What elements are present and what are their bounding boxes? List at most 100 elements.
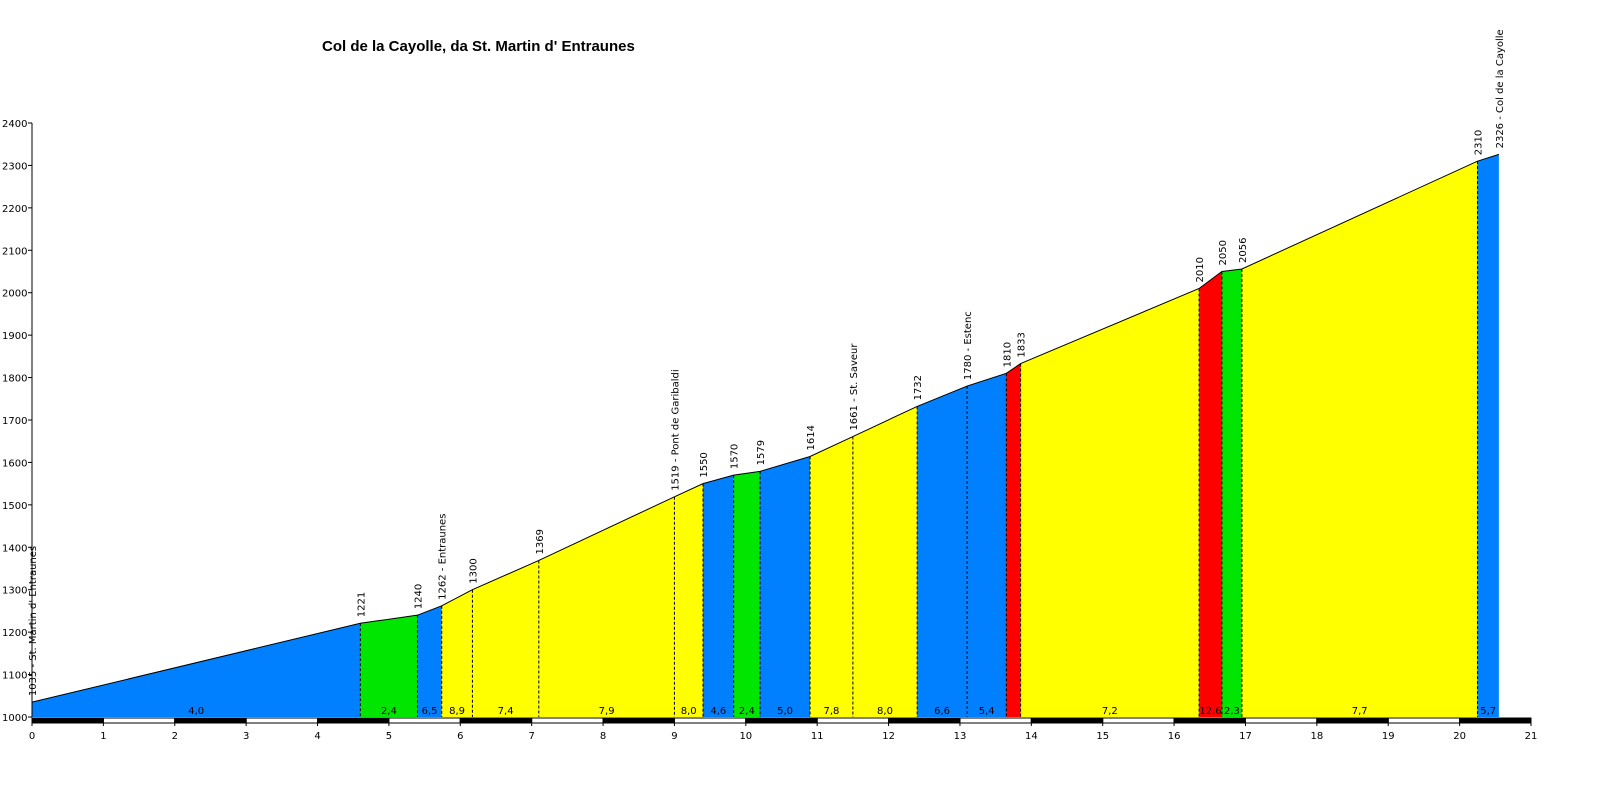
- segment-dividers: [359, 161, 1478, 717]
- x-tick-label: 6: [457, 731, 463, 742]
- altitude-label: 1240: [413, 584, 424, 609]
- km-bar-stripe: [888, 717, 961, 724]
- chart-title: Col de la Cayolle, da St. Martin d' Entr…: [322, 38, 635, 55]
- grade-label: 8,0: [681, 706, 697, 717]
- x-tick-label: 16: [1168, 731, 1181, 742]
- km-bar-stripe: [602, 717, 675, 724]
- altitude-label: 2326 - Col de la Cayolle: [1495, 29, 1506, 148]
- altitude-label: 1550: [699, 452, 710, 477]
- profile-segments: [32, 154, 1499, 717]
- y-tick-label: 2200: [2, 204, 27, 215]
- segment-area-15: [1006, 363, 1021, 717]
- x-tick-label: 8: [600, 731, 606, 742]
- segment-area-1: [32, 623, 361, 717]
- km-bar-stripe: [1030, 717, 1104, 724]
- y-tick-label: 1000: [2, 713, 27, 724]
- segment-area-8: [702, 475, 734, 717]
- x-tick-label: 5: [386, 731, 392, 742]
- grade-label: 7,4: [498, 706, 514, 717]
- x-tick-label: 11: [811, 731, 824, 742]
- grade-labels: 4,0 2,4 6,5 8,9 7,4 7,9 8,0 4,6 2,4 5,0 7,8 8,0 6,6 5…: [188, 706, 1496, 717]
- grade-label: 2,4: [381, 706, 397, 717]
- altitude-label: 1300: [468, 558, 479, 583]
- altitude-label: 1262 - Entraunes: [438, 514, 449, 600]
- grade-label: 5,0: [777, 706, 793, 717]
- segment-area-17: [1199, 271, 1222, 717]
- altitude-labels: 1035 - St. Martin d' Entraunes 1221 1240 12…: [28, 29, 1506, 696]
- grade-label: 6,6: [934, 706, 950, 717]
- profile-line: [31, 153, 1500, 703]
- x-tick-label: 18: [1310, 731, 1323, 742]
- altitude-label: 1732: [913, 375, 924, 400]
- grade-label: 4,6: [710, 706, 726, 717]
- segment-area-11: [810, 436, 853, 717]
- segment-area-3: [417, 605, 442, 717]
- grade-label: 4,0: [188, 706, 204, 717]
- segment-area-12: [852, 406, 918, 717]
- x-tick-label: 7: [528, 731, 534, 742]
- km-bar-stripe: [1316, 717, 1389, 724]
- km-bar-stripe: [174, 717, 247, 724]
- y-tick-label: 1300: [2, 586, 27, 597]
- grade-label: 7,9: [599, 706, 615, 717]
- y-tick-label: 1100: [2, 671, 27, 682]
- segment-area-20: [1477, 154, 1499, 717]
- x-tick-label: 0: [29, 731, 35, 742]
- y-tick-label: 1800: [2, 374, 27, 385]
- segment-area-4: [441, 589, 473, 717]
- segment-area-13: [917, 386, 968, 717]
- grade-label: 7,8: [824, 706, 840, 717]
- x-tick-label: 12: [882, 731, 895, 742]
- altitude-label: 1833: [1017, 332, 1028, 357]
- segment-area-5: [472, 560, 539, 717]
- grade-label: 2,4: [739, 706, 755, 717]
- km-bar-stripe: [245, 717, 319, 724]
- km-bar-stripe: [1102, 717, 1175, 724]
- km-bar-stripe: [959, 717, 1032, 724]
- grade-label: 5,4: [979, 706, 995, 717]
- altitude-label: 1519 - Pont de Garibaldi: [670, 369, 681, 490]
- grade-label: 7,7: [1352, 706, 1368, 717]
- x-tick-label: 2: [172, 731, 178, 742]
- x-tick-label: 17: [1239, 731, 1252, 742]
- grade-label: 12,6: [1199, 706, 1221, 717]
- x-tick-label: 19: [1382, 731, 1395, 742]
- altitude-label: 1221: [356, 592, 367, 617]
- y-tick-label: 1400: [2, 543, 27, 554]
- segment-area-7: [674, 483, 703, 717]
- altitude-label: 2010: [1195, 257, 1206, 282]
- grade-label: 7,2: [1102, 706, 1118, 717]
- y-tick-label: 2400: [2, 119, 27, 130]
- grade-label: 6,5: [422, 706, 438, 717]
- segment-area-18: [1221, 268, 1242, 717]
- segment-area-16: [1020, 288, 1200, 717]
- x-tick-label: 20: [1453, 731, 1466, 742]
- chart-axes: 1000110012001300140015001600170018001900…: [2, 119, 1537, 742]
- x-tick-label: 15: [1096, 731, 1109, 742]
- km-bar-stripe: [1387, 717, 1461, 724]
- km-bar-stripe: [459, 717, 533, 724]
- altitude-label: 1780 - Estenc: [963, 311, 974, 380]
- altitude-label: 1570: [730, 444, 741, 469]
- grade-label: 5,7: [1480, 706, 1496, 717]
- grade-label: 8,9: [449, 706, 465, 717]
- altitude-label: 1661 - St. Saveur: [849, 343, 860, 431]
- segment-area-10: [760, 456, 811, 717]
- altitude-label: 1810: [1002, 342, 1013, 367]
- x-tick-label: 3: [243, 731, 249, 742]
- altitude-label: 1579: [756, 440, 767, 465]
- x-tick-label: 14: [1025, 731, 1038, 742]
- km-bar-stripe: [531, 717, 604, 724]
- km-bar-stripe: [1173, 717, 1246, 724]
- y-tick-label: 1900: [2, 331, 27, 342]
- segment-area-14: [967, 373, 1007, 717]
- km-bar-stripe: [673, 717, 747, 724]
- profile-outline: [31, 153, 1500, 703]
- y-tick-label: 1700: [2, 416, 27, 427]
- x-tick-label: 1: [100, 731, 106, 742]
- km-bar-stripe: [1459, 717, 1532, 724]
- x-tick-label: 10: [739, 731, 752, 742]
- km-bar-stripe: [102, 717, 176, 724]
- segment-area-9: [733, 471, 761, 717]
